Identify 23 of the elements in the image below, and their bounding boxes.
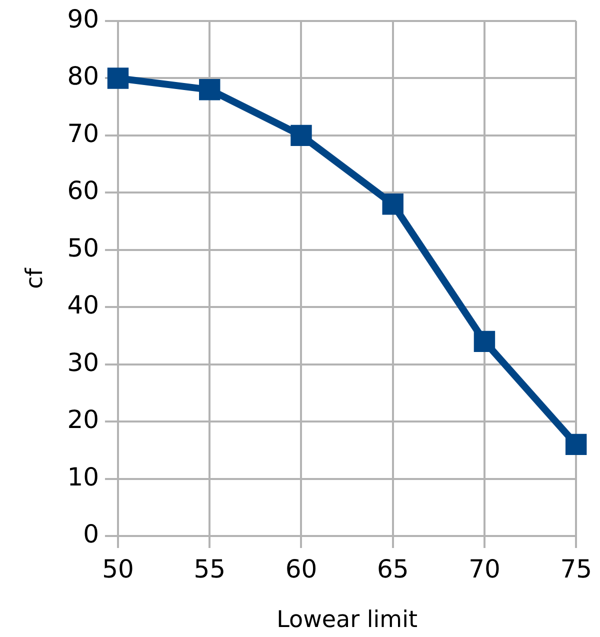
y-tick-label: 30: [67, 348, 99, 377]
y-axis-title: cf: [22, 267, 48, 289]
x-tick-label: 70: [468, 554, 500, 584]
x-tick-label: 55: [194, 554, 226, 584]
y-tick-label: 50: [67, 233, 99, 262]
y-tick-label: 80: [67, 62, 99, 91]
x-tick-label: 65: [376, 554, 409, 584]
x-tick-label: 75: [560, 554, 592, 584]
y-tick-label: 40: [67, 290, 99, 320]
point: [199, 79, 220, 100]
point: [290, 124, 312, 146]
point: [474, 330, 496, 352]
y-tick-label: 90: [67, 4, 99, 34]
y-tick-label: 0: [83, 520, 99, 548]
x-tick-label: 60: [285, 554, 318, 584]
y-tick-label: 10: [67, 462, 99, 492]
x-tick-label: 50: [102, 554, 134, 584]
y-tick-label: 60: [67, 176, 99, 206]
y-tick-label: 70: [67, 118, 99, 148]
point: [565, 434, 587, 456]
y-tick-label: 20: [67, 405, 99, 434]
point: [382, 194, 404, 215]
x-axis-title: Lowear limit: [276, 607, 418, 634]
